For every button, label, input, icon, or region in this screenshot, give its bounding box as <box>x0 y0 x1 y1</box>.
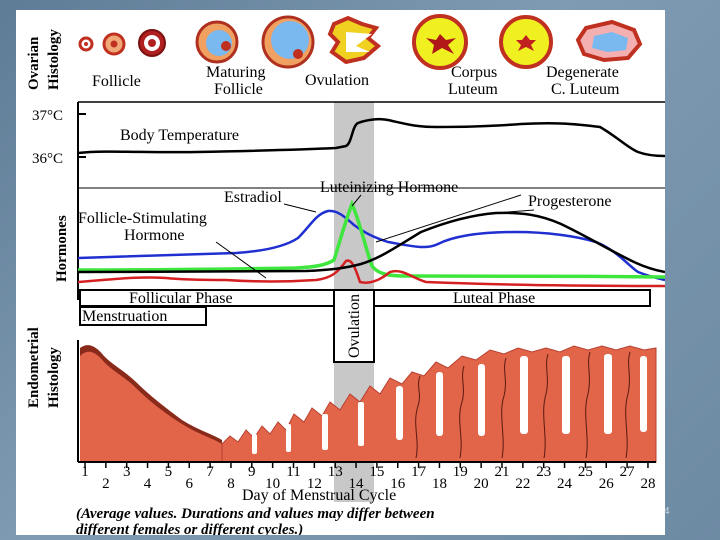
day-label: 20 <box>474 476 489 492</box>
ovarian-label-line2: Histology <box>46 29 62 90</box>
stage-luteum-label: Luteum <box>448 81 498 98</box>
day-label: 6 <box>186 476 194 492</box>
day-label-group: 1234567891011121314151617181920212223242… <box>81 464 655 492</box>
day-label: 14 <box>349 476 365 492</box>
cycle-diagram-svg: Ovarian Histology <box>26 14 666 538</box>
day-label: 13 <box>328 464 343 480</box>
lh-pointer-2 <box>375 194 522 243</box>
note-line-2: different females or different cycles.) <box>76 522 303 535</box>
follicle-icon-3 <box>138 29 166 57</box>
body-temperature-label: Body Temperature <box>120 127 239 144</box>
endometrial-label-line1: Endometrial <box>26 327 42 408</box>
page-number: 4 <box>664 506 670 517</box>
day-label: 2 <box>102 476 110 492</box>
day-label: 9 <box>248 464 256 480</box>
day-label: 10 <box>265 476 280 492</box>
fsh-pointer <box>215 241 267 279</box>
temp-37-label: 37°C <box>32 108 63 124</box>
stage-degenerate-label: Degenerate <box>546 64 619 81</box>
note-line-1: (Average values. Durations and values ma… <box>76 506 435 522</box>
follicle-icon-1 <box>78 36 94 52</box>
degenerate-corpus-luteum-icon <box>575 19 643 63</box>
stage-follicle-label: Follicle <box>92 73 141 90</box>
day-label: 28 <box>640 476 655 492</box>
luteal-phase-label: Luteal Phase <box>453 290 535 307</box>
maturing-follicle-icon-2 <box>261 15 315 69</box>
day-label: 26 <box>599 476 615 492</box>
fsh-curve <box>77 259 666 288</box>
hormones-axis-label: Hormones <box>54 215 70 282</box>
endometrial-arteries <box>415 351 631 459</box>
fsh-label-line2: Hormone <box>124 227 184 244</box>
estradiol-label: Estradiol <box>224 189 282 206</box>
endometrial-label-line2: Histology <box>46 347 62 408</box>
lh-pointer <box>351 194 362 207</box>
body-temperature-curve <box>77 117 666 158</box>
day-label: 19 <box>453 464 468 480</box>
corpus-luteum-icon-2 <box>499 15 553 69</box>
day-label: 21 <box>495 464 510 480</box>
day-label: 23 <box>536 464 551 480</box>
day-label: 16 <box>390 476 406 492</box>
day-label: 8 <box>227 476 235 492</box>
endometrium-shedding <box>80 351 222 462</box>
menstruation-label: Menstruation <box>82 308 167 325</box>
day-label: 4 <box>144 476 152 492</box>
day-label: 11 <box>286 464 300 480</box>
x-axis-label: Day of Menstrual Cycle <box>242 487 396 504</box>
corpus-luteum-icon-1 <box>412 14 468 70</box>
maturing-follicle-icon-1 <box>195 20 239 64</box>
luteinizing-hormone-curve <box>77 199 666 279</box>
day-label: 5 <box>165 464 173 480</box>
estradiol-pointer <box>283 203 317 213</box>
day-label: 17 <box>411 464 427 480</box>
ovulation-box <box>333 289 375 363</box>
ovulation-box-label: Ovulation <box>346 294 363 358</box>
ruptured-follicle-icon <box>327 15 382 65</box>
lh-label: Luteinizing Hormone <box>320 179 458 196</box>
day-label: 1 <box>81 464 89 480</box>
day-label: 18 <box>432 476 447 492</box>
day-label: 3 <box>123 464 131 480</box>
day-label: 7 <box>206 464 214 480</box>
fsh-label-line1: Follicle-Stimulating <box>78 210 207 227</box>
menstrual-cycle-diagram: Ovarian Histology <box>16 10 666 538</box>
ovarian-label-line1: Ovarian <box>26 36 42 90</box>
day-label: 25 <box>578 464 593 480</box>
stage-ovulation-label: Ovulation <box>305 72 369 89</box>
day-label: 24 <box>557 476 573 492</box>
follicle-icon-2 <box>102 32 126 56</box>
day-label: 27 <box>620 464 636 480</box>
menstruation-bar <box>79 306 207 326</box>
progesterone-pointer <box>495 209 535 214</box>
ovarian-axis-label: Ovarian Histology <box>26 29 62 90</box>
follicular-phase-label: Follicular Phase <box>129 290 233 307</box>
stage-maturing-label: Maturing <box>206 64 266 81</box>
day-tick-group <box>84 462 649 468</box>
temp-36-label: 36°C <box>32 151 63 167</box>
day-label: 15 <box>369 464 384 480</box>
stage-corpus-label: Corpus <box>451 64 497 81</box>
stage-c-luteum-label: C. Luteum <box>551 81 620 98</box>
day-label: 12 <box>307 476 322 492</box>
progesterone-label: Progesterone <box>528 193 612 210</box>
endometrial-glands <box>252 354 647 454</box>
day-label: 22 <box>515 476 530 492</box>
progesterone-curve <box>77 211 666 274</box>
stage-maturing-follicle-label: Follicle <box>214 81 263 98</box>
